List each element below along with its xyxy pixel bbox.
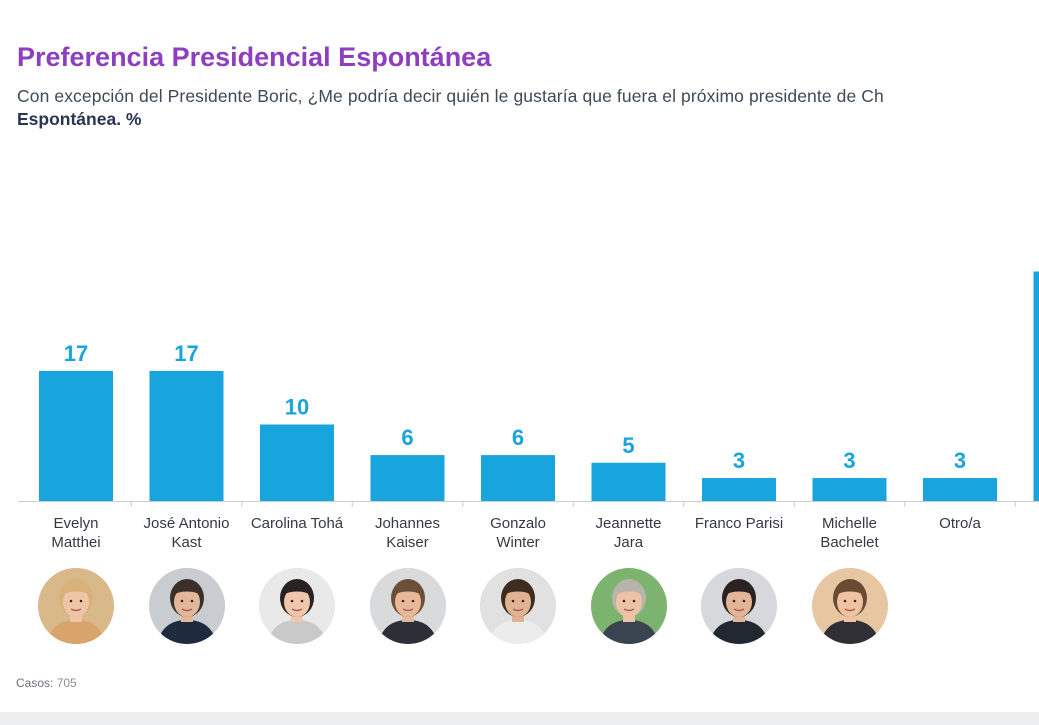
category-label: Evelyn Matthei	[51, 515, 100, 551]
bar-2	[149, 370, 224, 501]
category-label: Michelle Bachelet	[820, 515, 879, 551]
bar-10	[1033, 271, 1039, 501]
person-photo-icon	[259, 568, 335, 644]
footer-strip	[0, 712, 1039, 725]
person-photo-icon	[38, 568, 114, 644]
category-label: José Antonio Kast	[144, 515, 230, 551]
bar-8	[812, 478, 887, 501]
person-photo-icon	[369, 568, 446, 644]
bar-4	[370, 455, 445, 501]
bar-value-label: 6	[512, 425, 524, 450]
bar-value-label: 3	[843, 448, 855, 473]
person-photo-icon	[590, 568, 667, 644]
bar-value-label: 17	[174, 341, 198, 366]
chart-question: Con excepción del Presidente Boric, ¿Me …	[17, 86, 884, 106]
person-photo-icon	[148, 568, 225, 644]
bar-value-label: 3	[954, 448, 966, 473]
category-label: Otro/a	[939, 515, 981, 532]
chart-measure-label: Espontánea. %	[17, 109, 142, 129]
category-label: Johannes Kaiser	[375, 515, 440, 551]
category-label: Jeannette Jara	[596, 515, 662, 551]
bar-5	[481, 455, 555, 501]
person-photo-icon	[811, 568, 888, 644]
sample-size-label: Casos:	[16, 676, 54, 690]
sample-size-value: 705	[56, 676, 77, 690]
category-label: Franco Parisi	[695, 515, 783, 532]
category-label: Gonzalo Winter	[490, 515, 546, 551]
bar-value-label: 10	[285, 395, 309, 420]
bar-value-label: 6	[401, 425, 413, 450]
bar-7	[702, 478, 776, 501]
category-label: Carolina Tohá	[251, 515, 344, 532]
bar-value-label: 17	[64, 341, 88, 366]
bar-6	[591, 462, 666, 501]
bar-value-label: 5	[622, 433, 634, 458]
bar-3	[260, 424, 334, 501]
person-photo-icon	[701, 568, 777, 644]
bar-1	[39, 370, 113, 501]
chart-title: Preferencia Presidencial Espontánea	[17, 42, 492, 72]
bar-value-label: 3	[733, 448, 745, 473]
bar-9	[923, 478, 997, 501]
person-photo-icon	[480, 568, 556, 644]
sample-size: Casos: 705	[16, 676, 77, 690]
